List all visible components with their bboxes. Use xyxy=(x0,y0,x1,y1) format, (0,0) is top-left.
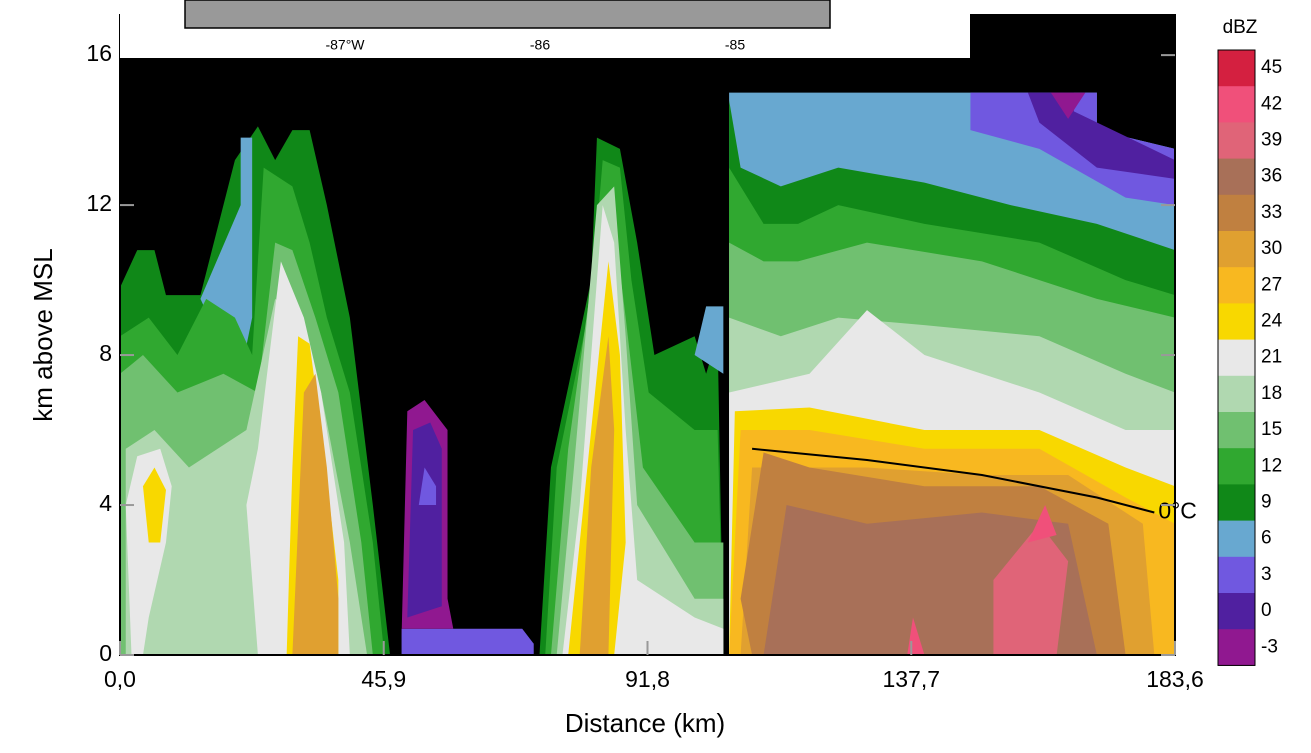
contour-region xyxy=(1027,505,1057,543)
colorbar-label: 27 xyxy=(1261,274,1282,295)
colorbar-label: 36 xyxy=(1261,166,1282,187)
y-tick-label: 8 xyxy=(99,340,112,366)
colorbar-label: 21 xyxy=(1261,347,1282,368)
colorbar-swatch xyxy=(1218,158,1255,196)
colorbar-label: 39 xyxy=(1261,130,1282,151)
contour-region xyxy=(970,92,1175,206)
contour-region xyxy=(418,467,437,506)
contour-region xyxy=(579,336,615,655)
colorbar-swatch xyxy=(1218,267,1255,304)
colorbar-label: 30 xyxy=(1261,238,1282,259)
x-axis-label: Distance (km) xyxy=(565,708,725,738)
colorbar-swatch xyxy=(1218,593,1255,630)
freezing-label: 0°C xyxy=(1158,498,1197,524)
contour-region xyxy=(407,422,442,618)
contour-region xyxy=(401,628,534,655)
map-label: -87°W xyxy=(325,37,365,53)
colorbar-label: 42 xyxy=(1261,93,1282,114)
y-tick-label: 4 xyxy=(99,490,112,516)
colorbar-swatch xyxy=(1218,375,1255,413)
field xyxy=(120,92,1175,655)
colorbar-swatch xyxy=(1218,303,1255,341)
map-label: -85 xyxy=(725,37,745,53)
colorbar-swatch xyxy=(1218,194,1255,232)
colorbar-swatch xyxy=(1218,448,1255,485)
colorbar-label: 15 xyxy=(1261,419,1282,440)
colorbar-swatch xyxy=(1218,484,1255,522)
x-tick-label: 91,8 xyxy=(625,666,670,692)
y-tick-label: 12 xyxy=(86,190,112,216)
colorbar-label: 0 xyxy=(1261,600,1272,621)
contour-region xyxy=(1027,92,1175,179)
colorbar-swatch xyxy=(1218,412,1255,449)
colorbar-label: 45 xyxy=(1261,57,1282,78)
x-tick-label: 45,9 xyxy=(361,666,406,692)
y-tick-label: 16 xyxy=(86,40,112,66)
x-tick-label: 0,0 xyxy=(104,666,136,692)
colorbar-title: dBZ xyxy=(1223,17,1258,38)
colorbar-label: 6 xyxy=(1261,528,1272,549)
contour-region xyxy=(1050,92,1086,119)
colorbar-label: -3 xyxy=(1261,636,1278,657)
colorbar-label: 9 xyxy=(1261,492,1272,513)
x-tick-label: 183,6 xyxy=(1146,666,1204,692)
contour-region xyxy=(142,467,166,543)
map-image xyxy=(184,0,831,29)
contour-region xyxy=(694,306,724,374)
colorbar-swatch xyxy=(1218,231,1255,268)
colorbar-label: 3 xyxy=(1261,564,1272,585)
colorbar-label: 33 xyxy=(1261,202,1282,223)
colorbar-swatch xyxy=(1218,50,1255,87)
colorbar-frame xyxy=(1217,49,1256,666)
colorbar-swatch xyxy=(1218,629,1255,666)
colorbar-swatch xyxy=(1218,339,1255,377)
colorbar-swatch xyxy=(1218,556,1255,594)
x-tick-label: 137,7 xyxy=(882,666,940,692)
colorbar-swatch xyxy=(1218,520,1255,558)
y-tick-label: 0 xyxy=(99,640,112,666)
freezing-line xyxy=(751,447,1155,514)
y-axis-label: km above MSL xyxy=(28,248,58,421)
colorbar-label: 12 xyxy=(1261,455,1282,476)
colorbar-label: 24 xyxy=(1261,311,1283,332)
map-label: -86 xyxy=(530,37,550,53)
contour-region xyxy=(292,373,339,655)
colorbar-swatch xyxy=(1218,86,1255,123)
colorbar-swatch xyxy=(1218,122,1255,160)
colorbar-label: 18 xyxy=(1261,383,1282,404)
contour-region xyxy=(993,523,1069,655)
